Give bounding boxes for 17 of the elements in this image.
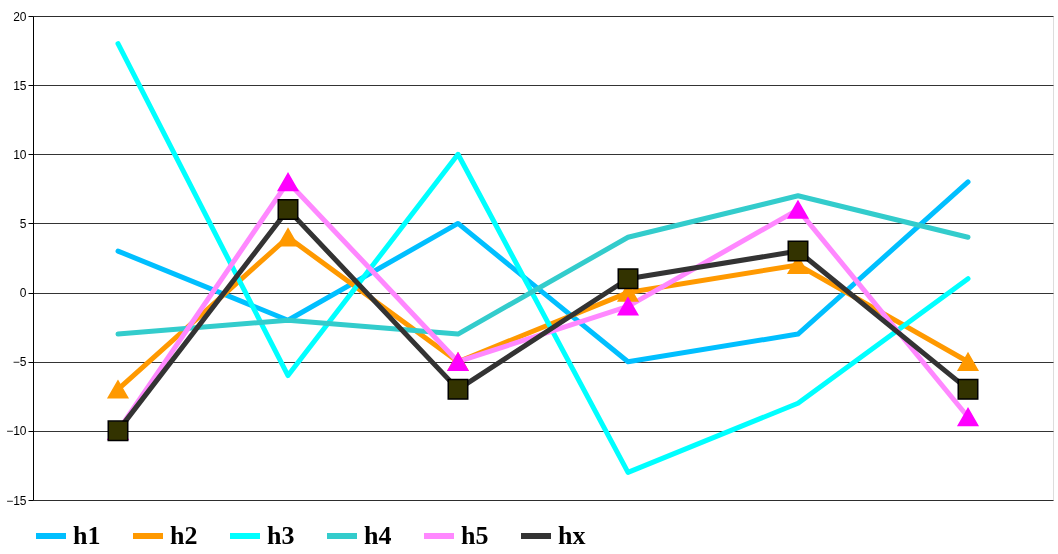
- point: [277, 228, 299, 247]
- legend-label: h1: [73, 521, 101, 550]
- legend-label: h3: [267, 521, 295, 550]
- y-tick-label: −5: [12, 355, 27, 370]
- point: [957, 352, 979, 371]
- y-tick-label: 10: [13, 147, 27, 162]
- point: [107, 380, 129, 399]
- y-tick-label: −15: [6, 493, 27, 508]
- y-tick-label: 15: [13, 78, 27, 93]
- legend-label: h2: [170, 521, 198, 550]
- y-tick-label: 20: [13, 9, 27, 24]
- y-tick-label: 0: [19, 286, 27, 301]
- y-tick-label: −10: [6, 424, 27, 439]
- legend-label: h4: [364, 521, 392, 550]
- legend-label: hx: [558, 521, 586, 550]
- y-tick-label: 5: [19, 216, 27, 231]
- legend-label: h5: [461, 521, 489, 550]
